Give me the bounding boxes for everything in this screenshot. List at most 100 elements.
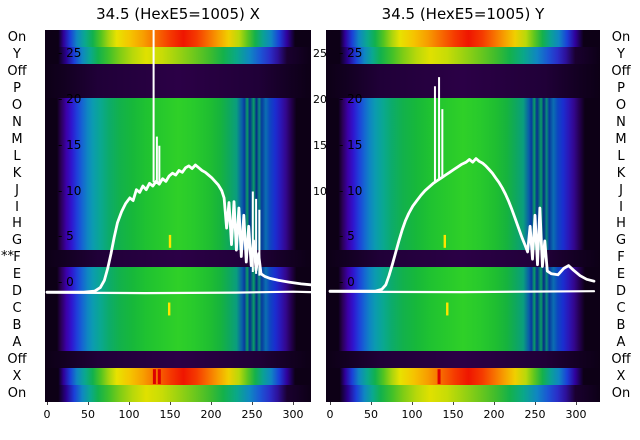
row-label-right-l-7: L [617, 148, 625, 164]
heatmap-band-a-18 [45, 334, 311, 352]
yellow-streak [446, 302, 449, 316]
profile-overlay-x [45, 30, 311, 385]
yellow-streak [443, 234, 446, 248]
x-tick-y-150: 150 [442, 408, 464, 421]
y-tick-x-20: - 20 [58, 92, 82, 106]
heatmap-band-j-9 [326, 182, 600, 200]
heatmap-band-l-7 [326, 148, 600, 166]
x-tickmark [47, 402, 48, 405]
row-label-right-n-5: N [616, 115, 626, 130]
profile-line [328, 157, 596, 293]
x-tick-y-50: 50 [364, 408, 378, 421]
row-label-right-on-21: On [611, 385, 631, 401]
heatmap-band-b-17 [45, 317, 311, 335]
row-label-left-i-10: I [15, 199, 19, 215]
heatmap-band-a-18 [326, 334, 600, 352]
row-label-left-b-17: B [12, 317, 22, 333]
x-tickmark [371, 402, 372, 405]
heatmap-band-m-6 [45, 131, 311, 149]
heatmap-band-n-5 [326, 114, 600, 132]
y-tick-y-20: - 20 [339, 92, 363, 106]
row-label-right-o-4: O [615, 98, 627, 114]
row-label-right-b-17: B [616, 317, 626, 333]
red-marker-line [157, 369, 161, 385]
x-tickmark [170, 402, 171, 405]
x-tickmark [252, 402, 253, 405]
gap-tick-20: 20 [313, 93, 327, 106]
y-tick-y-0: - 0 [339, 275, 355, 289]
x-tickmark [453, 402, 454, 405]
x-tickmark [211, 402, 212, 405]
heatmap-band-p-3 [326, 80, 600, 98]
heatmap-band-c-16 [326, 300, 600, 318]
plot-title-x: 34.5 (HexE5=1005) X [96, 5, 260, 23]
heatmap-band-x-20 [45, 368, 311, 386]
x-tick-x-150: 150 [159, 408, 181, 421]
x-tickmark [293, 402, 294, 405]
heatmap-band-c-16 [45, 300, 311, 318]
heatmap-band-on-21 [45, 385, 311, 402]
heatmap-rows [326, 30, 600, 402]
heatmap-band-x-20 [326, 368, 600, 386]
heatmap-band-y-1 [45, 46, 311, 64]
x-tick-y-250: 250 [524, 408, 546, 421]
row-label-right-d-15: D [615, 284, 626, 300]
heatmap-band-i-10 [326, 199, 600, 216]
row-label-left-j-9: J [15, 182, 19, 198]
x-tick-x-250: 250 [241, 408, 263, 421]
y-tick-y-10: - 10 [339, 183, 363, 198]
y-tick-x-25: - 25 [58, 46, 82, 61]
heatmap-band-p-3 [45, 80, 311, 98]
heatmap-band-i-10 [45, 199, 311, 216]
yellow-streak [167, 302, 171, 316]
y-tick-x-10: - 10 [58, 183, 82, 198]
row-label-left-e-14: E [12, 267, 22, 283]
x-tickmark [129, 402, 130, 405]
x-tick-x-300: 300 [282, 408, 304, 421]
baseline-line [45, 290, 311, 295]
row-label-left-h-11: H [12, 216, 22, 232]
x-tickmark [330, 402, 331, 405]
row-label-right-f-13: F [617, 250, 625, 266]
y-tick-x-0: - 0 [58, 275, 74, 289]
row-label-right-x-20: X [616, 368, 626, 384]
x-tick-x-200: 200 [200, 408, 222, 421]
starred-row-marker: ** [1, 249, 14, 265]
x-tick-x-50: 50 [81, 408, 95, 421]
heatmap-band-off-2 [326, 63, 600, 81]
y-tick-y-5: - 5 [339, 229, 355, 244]
gap-tick-25: 25 [313, 47, 327, 61]
row-label-left-n-5: N [12, 115, 22, 130]
x-tickmark [88, 402, 89, 405]
gap-tick-15: 15 [313, 138, 327, 152]
heatmap-band-b-17 [326, 317, 600, 335]
row-label-left-off-19: Off [7, 351, 27, 367]
x-tick-y-0: 0 [326, 408, 334, 421]
row-label-left-o-4: O [11, 98, 23, 114]
heatmap-band-o-4 [326, 97, 600, 115]
row-label-right-j-9: J [619, 182, 623, 198]
row-label-left-d-15: D [11, 284, 22, 300]
heatmap-band-n-5 [45, 114, 311, 132]
row-label-right-i-10: I [619, 199, 623, 215]
row-label-right-off-2: Off [611, 64, 631, 80]
heatmap-band-off-2 [45, 63, 311, 81]
row-label-left-g-12: G [11, 233, 23, 249]
red-marker-line [152, 369, 156, 385]
row-label-left-on-21: On [7, 385, 27, 401]
x-tickmark [576, 402, 577, 405]
row-label-left-off-2: Off [7, 64, 27, 80]
heatmap-band-o-4 [45, 97, 311, 115]
x-tick-y-200: 200 [483, 408, 505, 421]
row-label-right-e-14: E [616, 267, 626, 283]
row-label-right-a-18: A [616, 334, 626, 350]
yellow-streak [168, 234, 172, 248]
heatmap-band-on-21 [326, 385, 600, 402]
plot-title-y: 34.5 (HexE5=1005) Y [381, 5, 545, 23]
x-tick-y-100: 100 [401, 408, 423, 421]
heatmap-plot-y [326, 30, 600, 402]
row-label-right-p-3: P [617, 81, 625, 97]
heatmap-band-off-19 [45, 351, 311, 369]
row-label-left-p-3: P [13, 81, 21, 97]
x-tick-x-100: 100 [118, 408, 140, 421]
